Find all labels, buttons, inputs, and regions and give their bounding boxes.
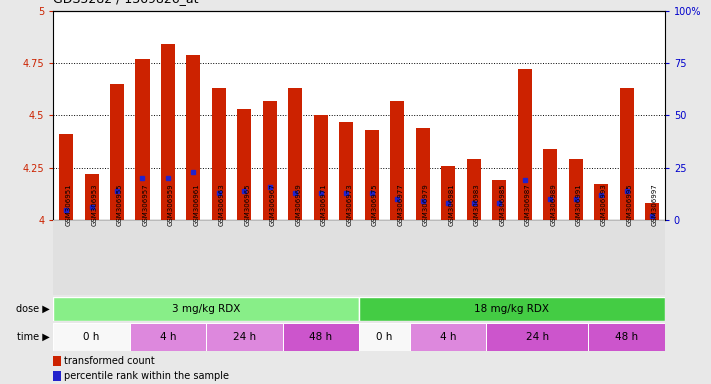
Text: GSM306987: GSM306987	[525, 183, 530, 226]
Bar	[308, 220, 333, 295]
Text: 24 h: 24 h	[526, 332, 549, 342]
Bar	[410, 323, 486, 351]
Bar	[53, 356, 60, 366]
Bar	[263, 101, 277, 220]
Bar	[492, 180, 506, 220]
Text: 48 h: 48 h	[309, 332, 333, 342]
Bar	[512, 220, 538, 295]
Bar	[136, 59, 149, 220]
Text: GDS5282 / 1369826_at: GDS5282 / 1369826_at	[53, 0, 199, 5]
Bar	[594, 184, 608, 220]
Bar	[79, 220, 105, 295]
Text: GSM306983: GSM306983	[474, 183, 480, 226]
Bar	[614, 220, 639, 295]
Text: GSM306953: GSM306953	[92, 184, 97, 226]
Bar	[257, 220, 283, 295]
Bar	[390, 101, 405, 220]
Bar	[232, 220, 257, 295]
Bar	[518, 70, 532, 220]
Bar	[53, 220, 79, 295]
Bar	[333, 220, 359, 295]
Text: GSM306977: GSM306977	[397, 183, 403, 226]
Text: GSM306989: GSM306989	[550, 183, 556, 226]
Text: GSM306957: GSM306957	[142, 184, 149, 226]
Bar	[339, 122, 353, 220]
Text: 24 h: 24 h	[232, 332, 256, 342]
Bar	[569, 159, 582, 220]
Text: percentile rank within the sample: percentile rank within the sample	[64, 371, 230, 381]
Bar	[283, 323, 359, 351]
Bar	[206, 220, 232, 295]
Bar	[410, 220, 435, 295]
Bar	[416, 128, 429, 220]
Bar	[619, 88, 634, 220]
Bar	[53, 323, 129, 351]
Bar	[110, 84, 124, 220]
Text: 3 mg/kg RDX: 3 mg/kg RDX	[172, 304, 240, 314]
Text: GSM306973: GSM306973	[346, 183, 353, 226]
Bar	[289, 88, 302, 220]
Text: 0 h: 0 h	[376, 332, 392, 342]
Text: GSM306963: GSM306963	[219, 183, 225, 226]
Text: GSM306969: GSM306969	[295, 183, 301, 226]
Text: GSM306997: GSM306997	[652, 183, 658, 226]
Bar	[365, 130, 379, 220]
Text: 18 mg/kg RDX: 18 mg/kg RDX	[474, 304, 550, 314]
Text: 48 h: 48 h	[615, 332, 638, 342]
Text: GSM306959: GSM306959	[168, 184, 174, 226]
Bar	[212, 88, 226, 220]
Text: time ▶: time ▶	[17, 332, 50, 342]
Text: GSM306967: GSM306967	[270, 183, 276, 226]
Bar	[461, 220, 486, 295]
Bar	[466, 159, 481, 220]
Bar	[589, 323, 665, 351]
Text: GSM306995: GSM306995	[626, 184, 633, 226]
Bar	[543, 149, 557, 220]
Bar	[435, 220, 461, 295]
Bar	[105, 220, 129, 295]
Bar	[639, 220, 665, 295]
Text: GSM306965: GSM306965	[245, 184, 250, 226]
Bar	[359, 297, 665, 321]
Bar	[283, 220, 308, 295]
Text: GSM306979: GSM306979	[423, 183, 429, 226]
Text: dose ▶: dose ▶	[16, 304, 50, 314]
Bar	[155, 220, 181, 295]
Bar	[206, 323, 283, 351]
Text: GSM306955: GSM306955	[117, 184, 123, 226]
Bar	[161, 44, 175, 220]
Bar	[486, 220, 512, 295]
Text: GSM306991: GSM306991	[576, 183, 582, 226]
Text: transformed count: transformed count	[64, 356, 155, 366]
Text: 0 h: 0 h	[83, 332, 100, 342]
Bar	[385, 220, 410, 295]
Bar	[589, 220, 614, 295]
Bar	[85, 174, 99, 220]
Text: 4 h: 4 h	[160, 332, 176, 342]
Text: GSM306975: GSM306975	[372, 184, 378, 226]
Bar	[237, 109, 252, 220]
Bar	[359, 220, 385, 295]
Bar	[314, 115, 328, 220]
Text: GSM306993: GSM306993	[601, 183, 607, 226]
Bar	[486, 323, 589, 351]
Bar	[563, 220, 589, 295]
Text: GSM306981: GSM306981	[448, 183, 454, 226]
Bar	[645, 203, 659, 220]
Text: GSM306985: GSM306985	[499, 184, 506, 226]
Text: GSM306951: GSM306951	[66, 184, 72, 226]
Text: GSM306971: GSM306971	[321, 183, 327, 226]
Text: 4 h: 4 h	[440, 332, 456, 342]
Bar	[359, 323, 410, 351]
Text: GSM306961: GSM306961	[193, 183, 200, 226]
Bar	[181, 220, 206, 295]
Bar	[53, 297, 359, 321]
Bar	[59, 134, 73, 220]
Bar	[538, 220, 563, 295]
Bar	[129, 220, 155, 295]
Bar	[53, 371, 60, 381]
Bar	[129, 323, 206, 351]
Bar	[442, 166, 455, 220]
Bar	[186, 55, 201, 220]
